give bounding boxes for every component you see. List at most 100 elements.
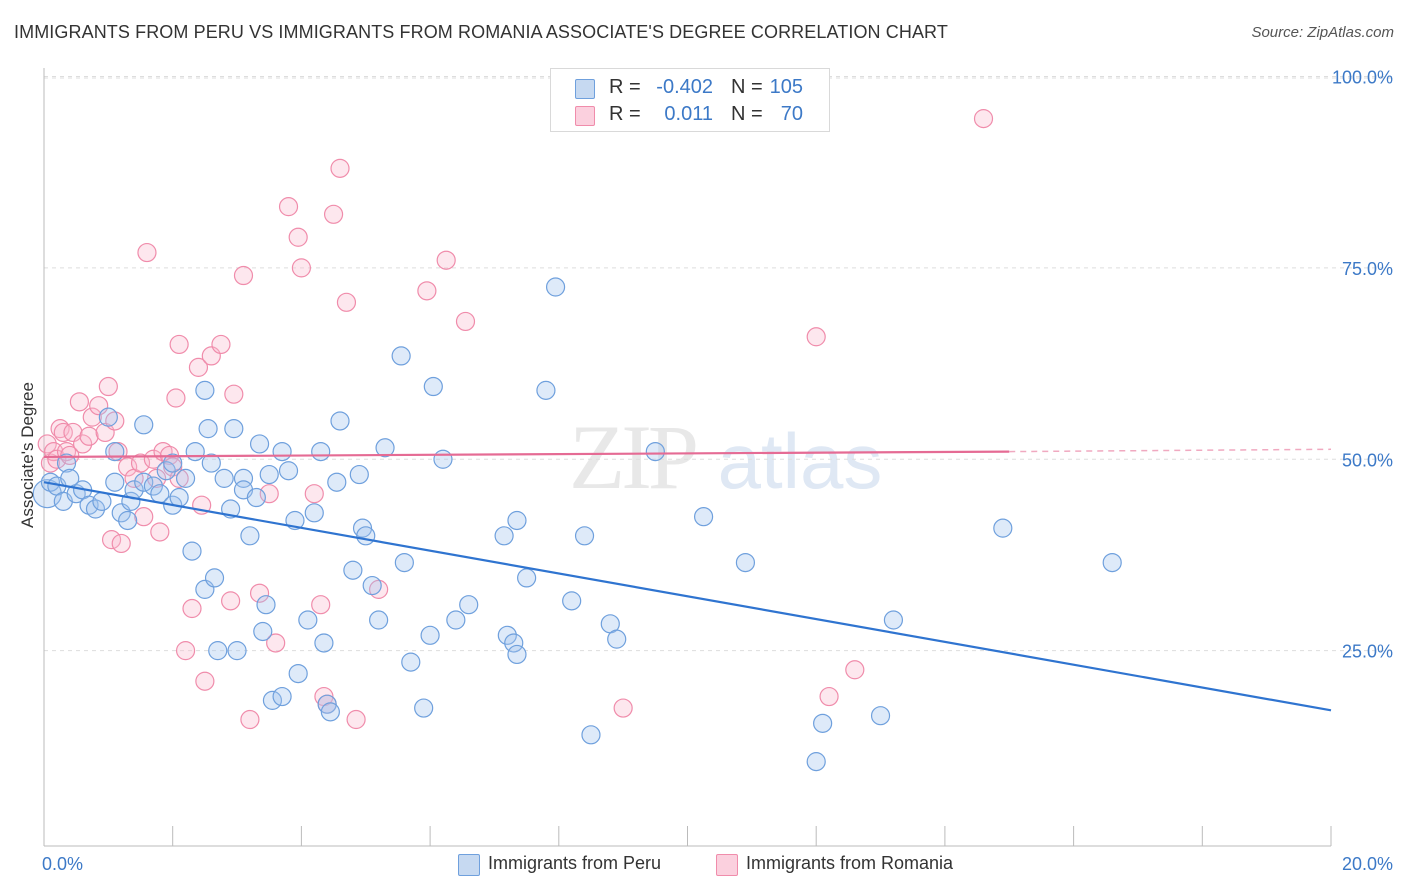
peru-point-95: [870, 706, 891, 726]
trend-line-romania: [43, 450, 1010, 459]
peru-point-58: [320, 702, 340, 722]
romania-point-49: [288, 227, 308, 247]
peru-point-27: [182, 541, 202, 561]
peru-point-89: [607, 629, 627, 649]
y-tick-label-2: 50.0%: [1342, 450, 1393, 470]
peru-point-25: [169, 487, 189, 508]
romania-point-64: [806, 327, 826, 347]
romania-point-55: [323, 204, 344, 224]
peru-point-46: [259, 464, 279, 485]
romania-point-52: [311, 595, 331, 615]
peru-point-41: [240, 526, 260, 546]
legend-swatch-peru: [458, 854, 480, 876]
romania-point-51: [304, 484, 324, 504]
peru-point-30: [195, 380, 215, 400]
romania-point-34: [175, 641, 196, 661]
peru-point-91: [693, 507, 714, 527]
peru-point-35: [214, 468, 234, 488]
peru-point-68: [391, 346, 411, 366]
romania-point-23: [134, 507, 154, 527]
legend-r-label: R =: [609, 76, 641, 98]
x-axis-ticks: [172, 826, 1332, 846]
peru-point-76: [459, 595, 479, 615]
peru-point-64: [356, 526, 376, 546]
peru-point-18: [134, 472, 154, 492]
romania-point-50: [291, 258, 311, 278]
peru-point-85: [562, 591, 582, 611]
romania-point-24: [137, 242, 157, 263]
romania-point-42: [224, 384, 244, 404]
peru-point-12: [105, 441, 125, 462]
romania-point-9: [69, 392, 89, 412]
peru-point-87: [581, 725, 601, 745]
peru-point-74: [446, 610, 466, 630]
romania-point-45: [249, 583, 270, 603]
peru-point-94: [806, 752, 826, 772]
peru-point-66: [369, 610, 389, 630]
peru-point-65: [362, 575, 382, 596]
peru-point-69: [394, 552, 414, 573]
romania-point-57: [336, 292, 357, 312]
legend-r-value: -0.402: [656, 76, 713, 98]
watermark-atlas: atlas: [718, 417, 883, 505]
peru-point-80: [507, 644, 527, 665]
romania-point-46: [259, 484, 279, 504]
romania-point-36: [188, 357, 209, 377]
peru-point-77: [494, 526, 514, 546]
romania-point-44: [240, 709, 260, 730]
peru-point-28: [185, 441, 205, 462]
peru-point-60: [330, 411, 350, 431]
peru-point-78: [497, 625, 517, 645]
peru-point-34: [208, 641, 228, 661]
romania-point-40: [211, 334, 231, 355]
trend-lines: [43, 448, 1332, 712]
romania-point-35: [182, 598, 202, 619]
romania-point-31: [166, 388, 186, 408]
romania-point-16: [101, 530, 122, 550]
legend-label-peru: Immigrants from Peru: [488, 853, 662, 873]
peru-point-9: [85, 499, 106, 519]
legend-swatch-romania: [575, 106, 595, 126]
romania-point-61: [436, 250, 456, 270]
romania-point-5: [53, 422, 73, 443]
y-tick-label-1: 75.0%: [1342, 259, 1393, 279]
romania-point-38: [195, 671, 215, 691]
peru-point-86: [574, 526, 595, 546]
y-axis-label: Associate's Degree: [18, 382, 37, 528]
peru-point-83: [536, 380, 556, 400]
legend-n-label: N =: [731, 76, 763, 98]
legend-r-value: 0.011: [664, 103, 713, 125]
legend-item-peru: Immigrants from Peru: [458, 852, 698, 876]
romania-point-60: [417, 281, 437, 301]
romania-point-22: [130, 453, 151, 473]
peru-point-19: [134, 415, 154, 435]
peru-point-43: [249, 434, 270, 454]
peru-point-56: [314, 633, 334, 653]
legend-n-label: N =: [731, 103, 763, 125]
peru-point-90: [645, 441, 665, 462]
peru-point-50: [278, 461, 299, 481]
romania-point-25: [143, 449, 163, 469]
romania-point-65: [819, 686, 839, 707]
peru-point-62: [349, 464, 369, 485]
legend-item-romania: Immigrants from Romania: [716, 852, 996, 876]
legend-n-value: 70: [780, 103, 803, 125]
romania-point-3: [47, 449, 67, 469]
peru-point-81: [507, 510, 527, 531]
peru-point-15: [118, 510, 138, 531]
peru-point-67: [375, 438, 395, 458]
trend-line-peru: [43, 481, 1332, 712]
peru-point-48: [272, 441, 292, 462]
peru-point-37: [224, 419, 244, 439]
legend-r-label: R =: [609, 103, 641, 125]
peru-point-82: [517, 568, 537, 588]
chart-source: Source: ZipAtlas.com: [1251, 24, 1394, 41]
peru-point-93: [813, 713, 833, 733]
watermark: ZIP atlas: [569, 406, 882, 508]
correlation-legend: R = -0.402 N = 105 R = 0.011 N = 70: [550, 68, 830, 132]
peru-point-71: [414, 698, 434, 718]
romania-point-27: [150, 522, 170, 542]
romania-point-47: [266, 633, 286, 653]
peru-point-13: [105, 472, 125, 492]
legend-swatch-romania: [716, 854, 738, 876]
